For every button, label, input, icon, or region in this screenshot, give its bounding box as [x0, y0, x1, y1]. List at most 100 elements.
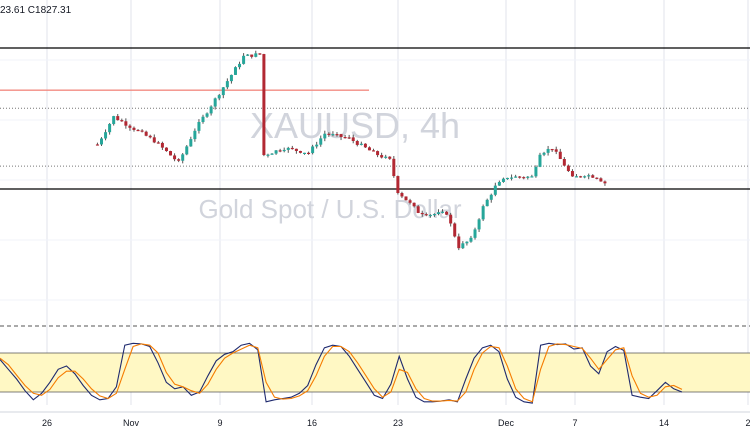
candle-body	[453, 223, 457, 237]
candle-body	[104, 132, 108, 139]
candle-body	[270, 153, 274, 155]
candle-body	[566, 165, 570, 172]
candle-body	[558, 151, 562, 160]
ohlc-readout: 23.61 C1827.31	[0, 5, 72, 16]
x-tick-label: 26	[42, 418, 52, 428]
candle-body	[497, 181, 501, 186]
candle-body	[262, 54, 266, 156]
stoch-d-line	[0, 343, 683, 403]
candle-body	[376, 151, 380, 156]
candle-body	[311, 146, 315, 154]
candle-body	[428, 214, 432, 217]
candle-body	[587, 175, 591, 177]
candle-body	[538, 154, 542, 167]
candle-body	[327, 133, 331, 135]
candle-body	[461, 243, 465, 249]
candle-body	[298, 150, 302, 153]
candle-body	[591, 175, 595, 178]
candle-body	[392, 158, 396, 177]
candle-body	[152, 137, 156, 143]
candle-body	[140, 130, 144, 132]
candle-body	[100, 138, 103, 145]
candle-body	[583, 176, 587, 178]
candle-body	[112, 116, 116, 124]
x-tick-label: 23	[393, 418, 403, 428]
candle-body	[579, 176, 583, 178]
candle-body	[355, 141, 359, 145]
candle-body	[445, 211, 449, 215]
candle-body	[457, 236, 461, 249]
candle-body	[124, 121, 128, 126]
candle-body	[400, 193, 404, 197]
candle-body	[193, 130, 197, 140]
candle-body	[160, 142, 164, 148]
level-lines	[0, 47, 750, 190]
candle-body	[432, 214, 436, 216]
candle-body	[518, 176, 522, 178]
candle-body	[303, 152, 306, 154]
candle-body	[554, 149, 558, 152]
candle-body	[315, 144, 319, 147]
candle-body	[522, 177, 526, 179]
candle-body	[274, 150, 278, 154]
candle-body	[489, 194, 493, 200]
x-tick-label: 9	[217, 418, 222, 428]
candle-body	[339, 134, 343, 138]
candle-body	[250, 54, 254, 57]
candle-body	[396, 176, 400, 194]
candle-body	[278, 150, 282, 152]
candle-body	[319, 138, 323, 145]
candle-body	[481, 206, 485, 220]
stochastic-pane	[0, 342, 750, 404]
candle-body	[335, 134, 339, 136]
candle-body	[351, 137, 355, 142]
candle-body	[363, 143, 367, 148]
candle-body	[201, 116, 205, 123]
candle-body	[534, 166, 538, 177]
candle-body	[266, 154, 270, 156]
candle-body	[384, 156, 388, 158]
x-tick-label: 14	[659, 418, 669, 428]
candle-body	[189, 139, 193, 147]
candle-body	[469, 237, 473, 242]
candle-body	[473, 229, 477, 238]
time-axis: 26 Nov 9 16 23 Dec 7 14 2	[0, 411, 750, 428]
candle-body	[282, 149, 286, 152]
candle-body	[286, 147, 290, 150]
candle-body	[242, 55, 246, 64]
candle-body	[570, 171, 574, 177]
candle-body	[367, 147, 371, 151]
candle-body	[441, 211, 445, 213]
candle-body	[530, 176, 534, 178]
candle-body	[156, 142, 160, 144]
candle-body	[380, 155, 384, 158]
candle-body	[343, 137, 347, 139]
candle-body	[493, 185, 497, 195]
candle-body	[169, 151, 173, 156]
candle-body	[347, 137, 351, 139]
candle-body	[136, 129, 140, 132]
candle-body	[603, 181, 607, 184]
candle-body	[108, 123, 112, 133]
candle-body	[501, 178, 505, 182]
x-tick-label: Dec	[498, 418, 515, 428]
candle-body	[290, 147, 294, 150]
watermark-symbol: XAUUSD, 4h	[250, 105, 460, 146]
candle-body	[209, 106, 213, 114]
candle-body	[477, 219, 481, 230]
candle-body	[562, 159, 566, 166]
candle-body	[221, 87, 225, 96]
candle-body	[258, 53, 262, 55]
candle-body	[173, 155, 177, 160]
candle-body	[95, 144, 99, 146]
candle-body	[359, 143, 363, 145]
candle-body	[416, 206, 420, 213]
candle-body	[120, 120, 124, 122]
candle-body	[307, 152, 311, 154]
candle-body	[542, 152, 546, 155]
candles	[95, 50, 607, 251]
candle-body	[229, 74, 233, 82]
candle-body	[412, 202, 416, 207]
